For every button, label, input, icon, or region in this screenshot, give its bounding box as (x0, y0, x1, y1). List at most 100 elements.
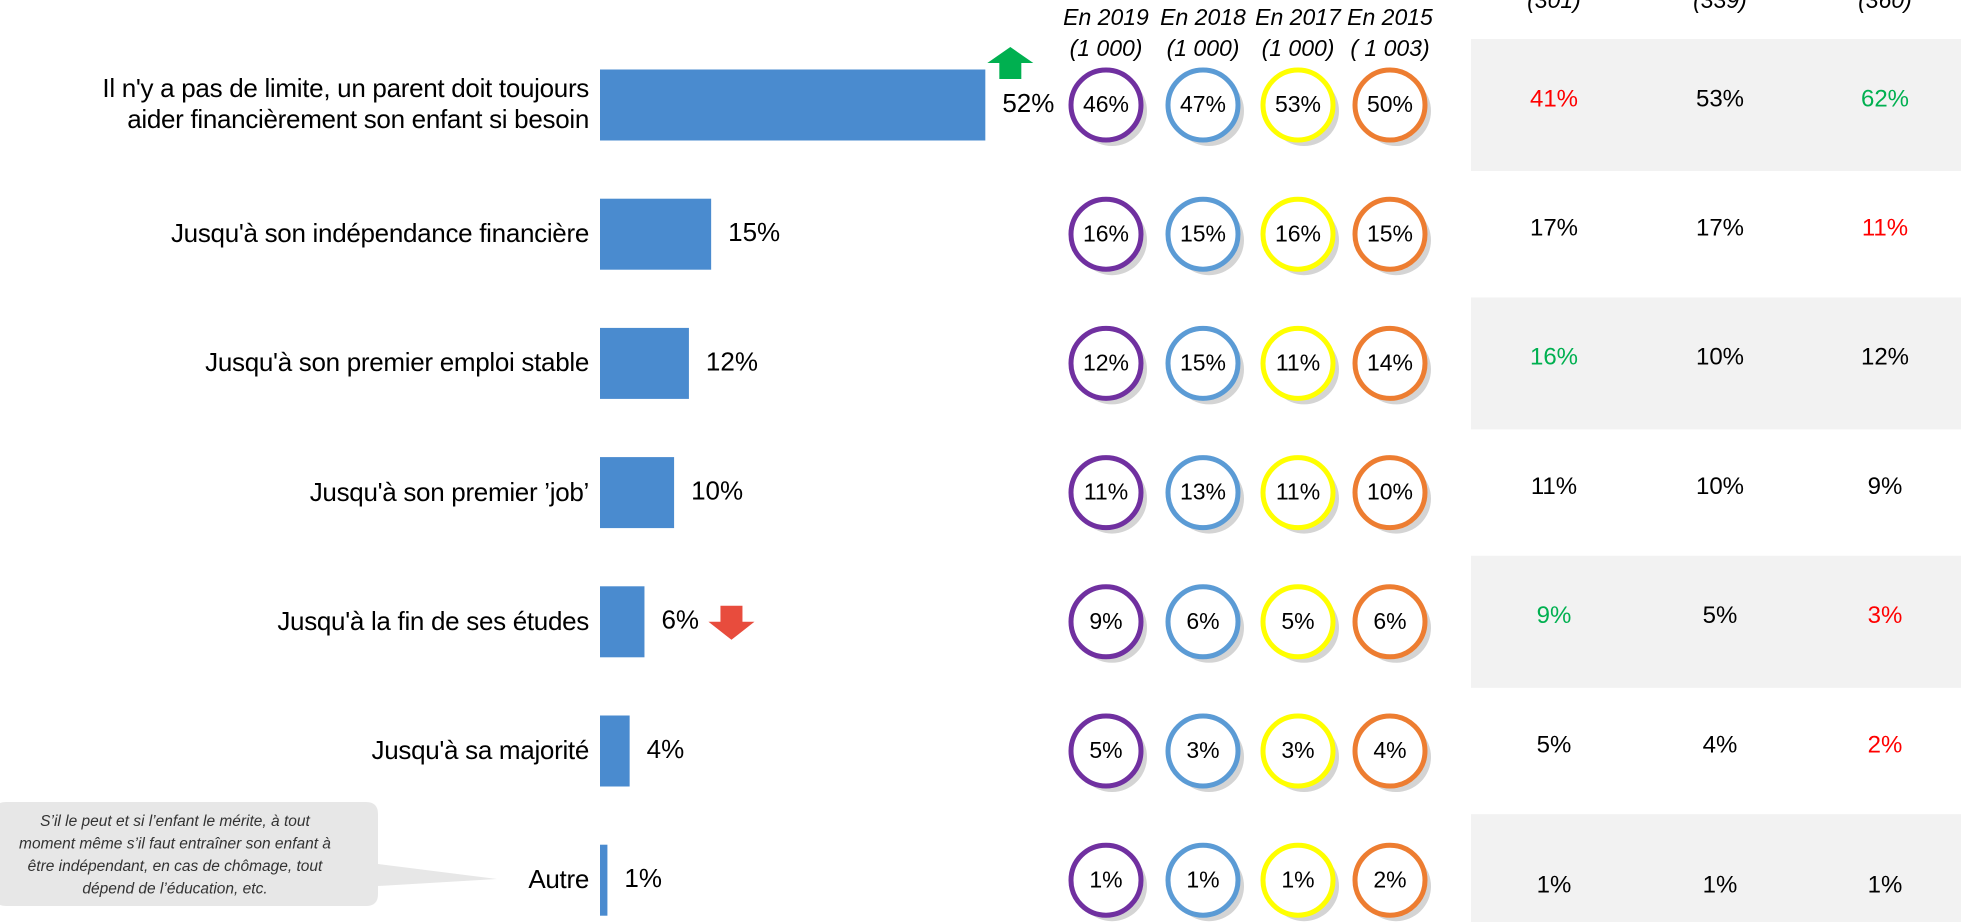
history-circle (1165, 67, 1241, 143)
callout-text: S’il le peut et si l’enfant le mérite, à… (40, 813, 310, 830)
history-value: 11% (1084, 479, 1128, 505)
history-circle (1165, 455, 1241, 531)
history-circle (1068, 325, 1144, 401)
history-value: 12% (1083, 349, 1129, 375)
history-value: 1% (1186, 866, 1219, 892)
value-label: 10% (691, 475, 743, 505)
history-value: 53% (1275, 91, 1321, 117)
history-value: 47% (1180, 91, 1226, 117)
category-label: Jusqu'à son premier ’job’ (309, 476, 590, 507)
history-circle (1260, 196, 1336, 272)
history-base: ( 1 003) (1350, 35, 1429, 61)
segment-header: (339) (1693, 0, 1747, 13)
segment-cell: 16% (1530, 344, 1578, 371)
segment-cell: 9% (1537, 602, 1572, 629)
category-label: Il n'y a pas de limite, un parent doit t… (102, 73, 589, 135)
history-circle (1260, 455, 1336, 531)
callout-text: dépend de l’éducation, etc. (82, 881, 267, 898)
history-value: 15% (1180, 349, 1226, 375)
history-circle (1165, 196, 1241, 272)
history-value: 50% (1367, 91, 1413, 117)
history-header: En 2015 (1347, 4, 1433, 30)
callout-text: moment même s’il faut entraîner son enfa… (19, 836, 331, 853)
history-value: 1% (1281, 866, 1314, 892)
history-value: 2% (1373, 866, 1406, 892)
bar (600, 457, 675, 529)
history-circle (1068, 713, 1144, 789)
segment-cell: 11% (1531, 473, 1577, 500)
history-circle (1260, 325, 1336, 401)
segment-cell: 62% (1861, 85, 1909, 112)
history-circle (1165, 584, 1241, 660)
segment-cell: 4% (1703, 731, 1738, 758)
history-circle (1260, 67, 1336, 143)
history-circle (1068, 196, 1144, 272)
history-circle (1352, 455, 1428, 531)
history-circle (1352, 67, 1428, 143)
history-value: 13% (1180, 479, 1226, 505)
value-label: 12% (706, 346, 758, 376)
segment-cell: 17% (1530, 215, 1578, 242)
bar (600, 327, 689, 399)
trend-arrow-down (708, 605, 755, 640)
segment-cell: 9% (1868, 473, 1903, 500)
history-value: 4% (1373, 737, 1406, 763)
history-circle (1352, 196, 1428, 272)
segment-cell: 1% (1703, 872, 1738, 899)
bar (600, 198, 712, 270)
bar (600, 844, 608, 916)
value-label: 6% (661, 605, 699, 635)
table-row-band (1471, 39, 1961, 171)
history-circle (1260, 713, 1336, 789)
history-circle (1352, 584, 1428, 660)
history-circle (1352, 842, 1428, 918)
bar (600, 69, 986, 141)
history-value: 3% (1281, 737, 1314, 763)
value-label: 1% (624, 863, 662, 893)
category-label: Jusqu'à son premier emploi stable (205, 347, 589, 378)
segment-cell: 2% (1868, 731, 1903, 758)
history-value: 11% (1276, 349, 1320, 375)
callout-text: être indépendant, en cas de chômage, tou… (28, 858, 323, 875)
segment-cell: 3% (1868, 602, 1903, 629)
history-value: 16% (1083, 220, 1129, 246)
category-label: Autre (528, 864, 589, 895)
segment-cell: 1% (1868, 872, 1903, 899)
trend-arrow-up (987, 47, 1034, 79)
history-circle (1068, 842, 1144, 918)
history-value: 10% (1367, 479, 1413, 505)
category-label: Jusqu'à la fin de ses études (277, 605, 589, 636)
history-header: En 2017 (1255, 4, 1342, 30)
history-value: 15% (1180, 220, 1226, 246)
bar (600, 586, 645, 658)
category-label: Jusqu'à son indépendance financière (170, 218, 589, 249)
segment-cell: 53% (1696, 85, 1744, 112)
history-value: 1% (1089, 866, 1122, 892)
history-base: (1 000) (1070, 35, 1143, 61)
history-value: 9% (1089, 608, 1122, 634)
segment-cell: 10% (1696, 473, 1744, 500)
value-label: 4% (647, 734, 685, 764)
history-value: 5% (1281, 608, 1314, 634)
history-circle (1165, 713, 1241, 789)
callout-bubble (0, 802, 497, 906)
history-header: En 2019 (1063, 4, 1149, 30)
value-label: 15% (728, 217, 780, 247)
segment-cell: 12% (1861, 344, 1909, 371)
value-label: 52% (1002, 88, 1054, 118)
history-value: 14% (1367, 349, 1413, 375)
history-circle (1260, 584, 1336, 660)
history-base: (1 000) (1262, 35, 1335, 61)
history-base: (1 000) (1167, 35, 1240, 61)
history-value: 15% (1367, 220, 1413, 246)
segment-cell: 17% (1696, 215, 1744, 242)
history-circle (1068, 67, 1144, 143)
table-row-band (1471, 814, 1961, 922)
table-row-band (1471, 297, 1961, 430)
segment-cell: 10% (1696, 344, 1744, 371)
table-row-band (1471, 555, 1961, 688)
history-circle (1352, 325, 1428, 401)
history-value: 5% (1089, 737, 1122, 763)
